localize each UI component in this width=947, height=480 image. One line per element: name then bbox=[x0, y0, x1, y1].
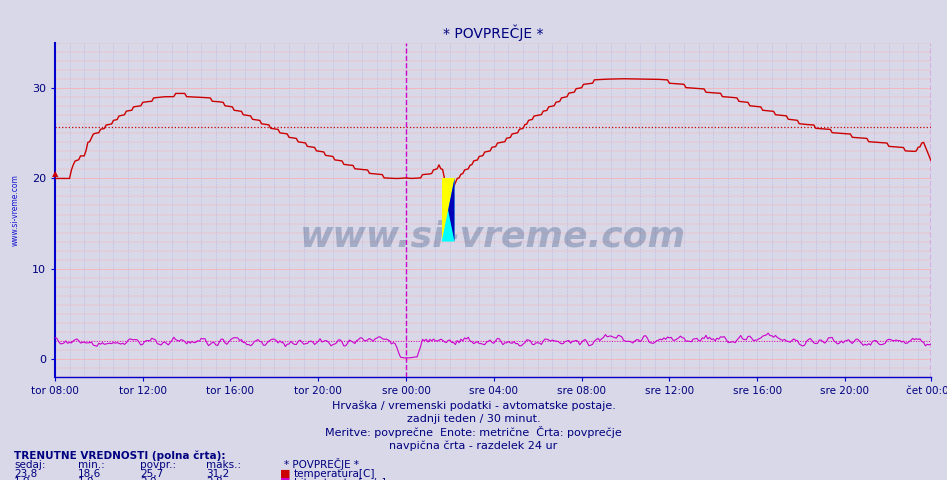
Text: ■: ■ bbox=[280, 468, 291, 479]
Text: TRENUTNE VREDNOSTI (polna črta):: TRENUTNE VREDNOSTI (polna črta): bbox=[14, 450, 225, 461]
Text: hitrost vetra[m/s]: hitrost vetra[m/s] bbox=[294, 477, 385, 480]
Text: maks.:: maks.: bbox=[206, 460, 241, 470]
Text: ▲: ▲ bbox=[52, 169, 58, 179]
Text: 2,0: 2,0 bbox=[140, 477, 156, 480]
Text: ■: ■ bbox=[280, 477, 291, 480]
Text: Hrvaška / vremenski podatki - avtomatske postaje.: Hrvaška / vremenski podatki - avtomatske… bbox=[331, 400, 616, 411]
Text: 1,0: 1,0 bbox=[78, 477, 94, 480]
Text: * POVPREČJE *: * POVPREČJE * bbox=[284, 458, 359, 470]
Text: 18,6: 18,6 bbox=[78, 468, 101, 479]
Text: 2,8: 2,8 bbox=[206, 477, 223, 480]
Text: 23,8: 23,8 bbox=[14, 468, 38, 479]
Text: temperatura[C]: temperatura[C] bbox=[294, 468, 375, 479]
Text: 31,2: 31,2 bbox=[206, 468, 230, 479]
Text: min.:: min.: bbox=[78, 460, 104, 470]
Text: www.si-vreme.com: www.si-vreme.com bbox=[11, 174, 20, 246]
Text: 25,7: 25,7 bbox=[140, 468, 164, 479]
Text: navpična črta - razdelek 24 ur: navpična črta - razdelek 24 ur bbox=[389, 440, 558, 451]
Text: Meritve: povprečne  Enote: metrične  Črta: povprečje: Meritve: povprečne Enote: metrične Črta:… bbox=[325, 426, 622, 438]
Polygon shape bbox=[441, 179, 455, 241]
Text: 1,9: 1,9 bbox=[14, 477, 31, 480]
Polygon shape bbox=[441, 179, 455, 241]
Title: * POVPREČJE *: * POVPREČJE * bbox=[442, 24, 544, 41]
Polygon shape bbox=[448, 179, 455, 241]
Text: sedaj:: sedaj: bbox=[14, 460, 45, 470]
Text: zadnji teden / 30 minut.: zadnji teden / 30 minut. bbox=[406, 414, 541, 424]
Text: www.si-vreme.com: www.si-vreme.com bbox=[300, 220, 686, 254]
Text: povpr.:: povpr.: bbox=[140, 460, 176, 470]
